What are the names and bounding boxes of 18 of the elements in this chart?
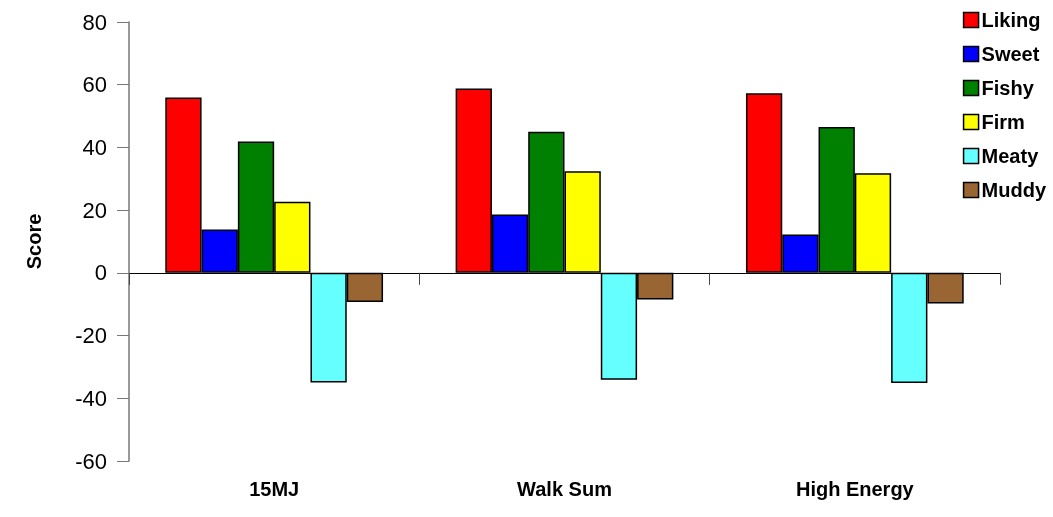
- x-tick-label: Walk Sum: [517, 478, 612, 500]
- legend-label: Meaty: [981, 145, 1040, 167]
- x-tick-label: 15MJ: [249, 478, 300, 500]
- y-tick-label: 40: [82, 134, 107, 160]
- y-tick-label: -20: [75, 323, 107, 349]
- y-tick-label: 60: [82, 72, 107, 98]
- legend-label: Firm: [981, 111, 1025, 133]
- y-tick-label: 80: [82, 9, 107, 35]
- legend-label: Sweet: [981, 43, 1040, 65]
- y-axis-title: Score: [23, 213, 45, 270]
- legend-label: Fishy: [981, 77, 1035, 99]
- y-tick-label: 0: [94, 260, 107, 286]
- y-tick-label: -60: [75, 448, 107, 474]
- legend-label: Liking: [981, 9, 1041, 31]
- legend-label: Muddy: [981, 179, 1047, 201]
- y-tick-label: -40: [75, 385, 107, 411]
- x-tick-label: High Energy: [795, 478, 915, 500]
- y-tick-label: 20: [82, 197, 107, 223]
